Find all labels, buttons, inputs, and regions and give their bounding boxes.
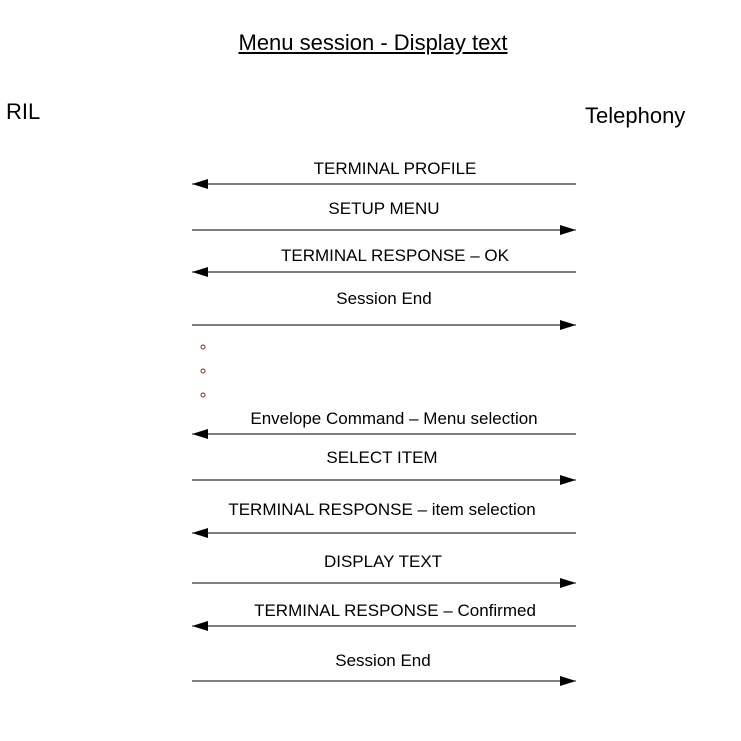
message-label: DISPLAY TEXT <box>324 552 442 571</box>
arrowhead-left-icon <box>192 179 208 189</box>
message-label: TERMINAL RESPONSE – OK <box>281 246 510 265</box>
participant-ril: RIL <box>6 99 41 124</box>
arrowhead-right-icon <box>560 225 576 235</box>
arrowhead-left-icon <box>192 528 208 538</box>
message-label: SELECT ITEM <box>326 448 437 467</box>
message-label: SETUP MENU <box>328 199 439 218</box>
ellipsis-dot <box>200 368 206 374</box>
arrowhead-left-icon <box>192 429 208 439</box>
diagram-title: Menu session - Display text <box>238 30 508 55</box>
message-label: Envelope Command – Menu selection <box>250 409 537 428</box>
participant-telephony: Telephony <box>585 103 686 128</box>
ellipsis-dot <box>200 392 206 398</box>
message-label: Session End <box>335 651 430 670</box>
arrowhead-right-icon <box>560 320 576 330</box>
arrowhead-right-icon <box>560 578 576 588</box>
message-label: Session End <box>336 289 431 308</box>
arrowhead-left-icon <box>192 267 208 277</box>
message-label: TERMINAL PROFILE <box>314 159 477 178</box>
arrowhead-right-icon <box>560 676 576 686</box>
arrowhead-left-icon <box>192 621 208 631</box>
message-label: TERMINAL RESPONSE – Confirmed <box>254 601 536 620</box>
arrowhead-right-icon <box>560 475 576 485</box>
message-label: TERMINAL RESPONSE – item selection <box>228 500 535 519</box>
ellipsis-dot <box>200 344 206 350</box>
